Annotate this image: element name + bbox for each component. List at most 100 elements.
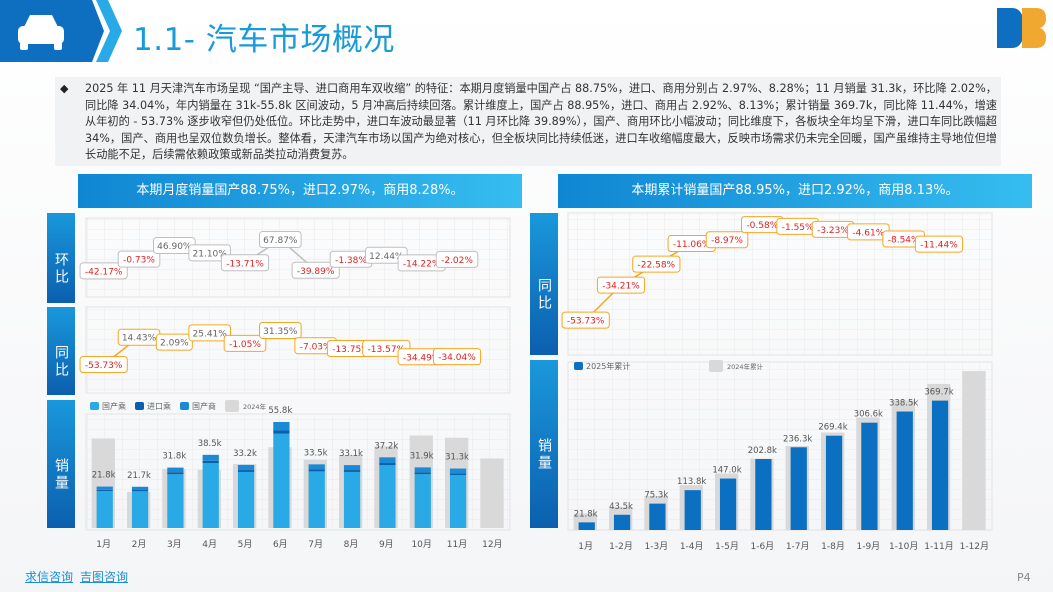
data-label: 75.3k	[644, 491, 668, 501]
label-box	[705, 231, 749, 249]
plot-area	[85, 413, 511, 531]
data-label: -11.44%	[920, 241, 958, 251]
bar	[237, 471, 255, 528]
right-banner: 本期累计销量国产88.95%，进口2.92%，商用8.13%。	[558, 174, 1032, 208]
bar	[167, 467, 184, 473]
bar	[379, 457, 396, 464]
x-tick-label: 1-10月	[889, 541, 918, 552]
data-label: -34.04%	[438, 353, 476, 363]
logo	[997, 8, 1046, 48]
bar	[273, 430, 290, 434]
x-tick-label: 1月	[96, 539, 111, 550]
data-label: -13.57%	[368, 345, 406, 355]
bar	[308, 469, 325, 472]
total-label: 33.1k	[339, 449, 363, 459]
legend-swatch	[135, 402, 144, 410]
x-tick-label: 7月	[308, 539, 323, 550]
label-box	[596, 276, 646, 294]
data-label: -13.71%	[226, 259, 264, 269]
total-label: 55.8k	[268, 406, 292, 416]
legend-swatch	[225, 400, 239, 412]
data-label: 21.10%	[193, 249, 228, 259]
data-label: 25.41%	[193, 329, 228, 339]
legend-label: 2025年累计	[586, 361, 630, 371]
x-tick-label: 1-8月	[821, 541, 845, 552]
legend-label: 2024年	[243, 402, 267, 411]
data-label: -1.55%	[782, 223, 814, 233]
data-label: -3.23%	[817, 226, 849, 236]
label-box	[432, 348, 482, 366]
data-label: 306.6k	[854, 410, 883, 420]
data-label: 46.90%	[157, 242, 192, 252]
data-label: 113.8k	[677, 477, 706, 487]
x-tick-label: 1-6月	[750, 541, 774, 552]
data-label: -4.61%	[852, 228, 884, 238]
data-label: 43.5k	[609, 502, 633, 512]
bar	[379, 465, 396, 528]
data-label: -1.38%	[335, 256, 367, 266]
x-tick-label: 1-4月	[680, 541, 704, 552]
car-icon	[18, 15, 64, 50]
total-label: 31.9k	[410, 451, 434, 461]
plot-area	[567, 361, 993, 531]
bar	[273, 433, 290, 528]
bar	[237, 470, 255, 472]
legend-label: 进口乘	[147, 401, 171, 411]
bar	[343, 465, 361, 471]
x-tick-label: 1-12月	[960, 541, 989, 552]
footer-link[interactable]: 吉图咨询	[80, 570, 129, 584]
bar	[449, 474, 467, 528]
data-label: 202.8k	[748, 446, 777, 456]
data-label: 31.35%	[263, 327, 298, 337]
total-label: 31.3k	[445, 453, 469, 463]
section-label: 销量	[47, 400, 75, 528]
total-label: 33.2k	[233, 449, 257, 459]
section-label: 同比	[47, 307, 75, 395]
header-chevron	[96, 0, 122, 62]
label-box	[188, 324, 231, 342]
bar	[167, 474, 184, 528]
data-label: -7.03%	[300, 342, 332, 352]
bar	[755, 459, 772, 530]
label-box	[291, 261, 340, 279]
bar	[202, 463, 219, 528]
x-tick-label: 12月	[482, 539, 502, 550]
bar	[684, 490, 701, 530]
data-label: -8.54%	[888, 235, 920, 245]
bar	[449, 468, 467, 474]
label-box	[220, 254, 270, 272]
label-box	[188, 244, 231, 262]
data-label: -1.05%	[229, 340, 261, 350]
footer-link[interactable]: 求信咨询	[25, 570, 74, 584]
data-label: -34.21%	[602, 282, 640, 292]
comparison-bar	[962, 371, 986, 530]
label-box	[561, 311, 610, 329]
data-label: 269.4k	[818, 423, 847, 433]
x-tick-label: 10月	[411, 539, 431, 550]
total-label: 38.5k	[198, 439, 222, 449]
data-label: -39.89%	[297, 267, 335, 277]
data-label: 67.87%	[263, 236, 298, 246]
total-label: 21.8k	[92, 471, 116, 481]
legend-swatch	[574, 362, 583, 370]
bar	[343, 470, 361, 472]
x-tick-label: 1-9月	[856, 541, 880, 552]
bar	[613, 514, 631, 530]
legend-label: 国产商	[192, 401, 216, 411]
data-label: -8.97%	[711, 236, 743, 246]
data-label: -11.06%	[673, 240, 711, 250]
banner-text: 本期月度销量国产88.75%，进口2.97%，商用8.28%。	[136, 183, 464, 198]
x-tick-label: 1月	[578, 541, 593, 552]
data-label: -53.73%	[85, 361, 123, 371]
label-box	[117, 250, 161, 268]
x-tick-label: 1-5月	[715, 541, 739, 552]
data-label: -2.02%	[441, 256, 473, 266]
label-box	[79, 262, 128, 280]
label-box	[223, 334, 267, 352]
bar	[273, 421, 290, 431]
x-tick-label: 1-2月	[609, 541, 633, 552]
total-label: 37.2k	[374, 441, 398, 451]
bar	[343, 471, 361, 528]
